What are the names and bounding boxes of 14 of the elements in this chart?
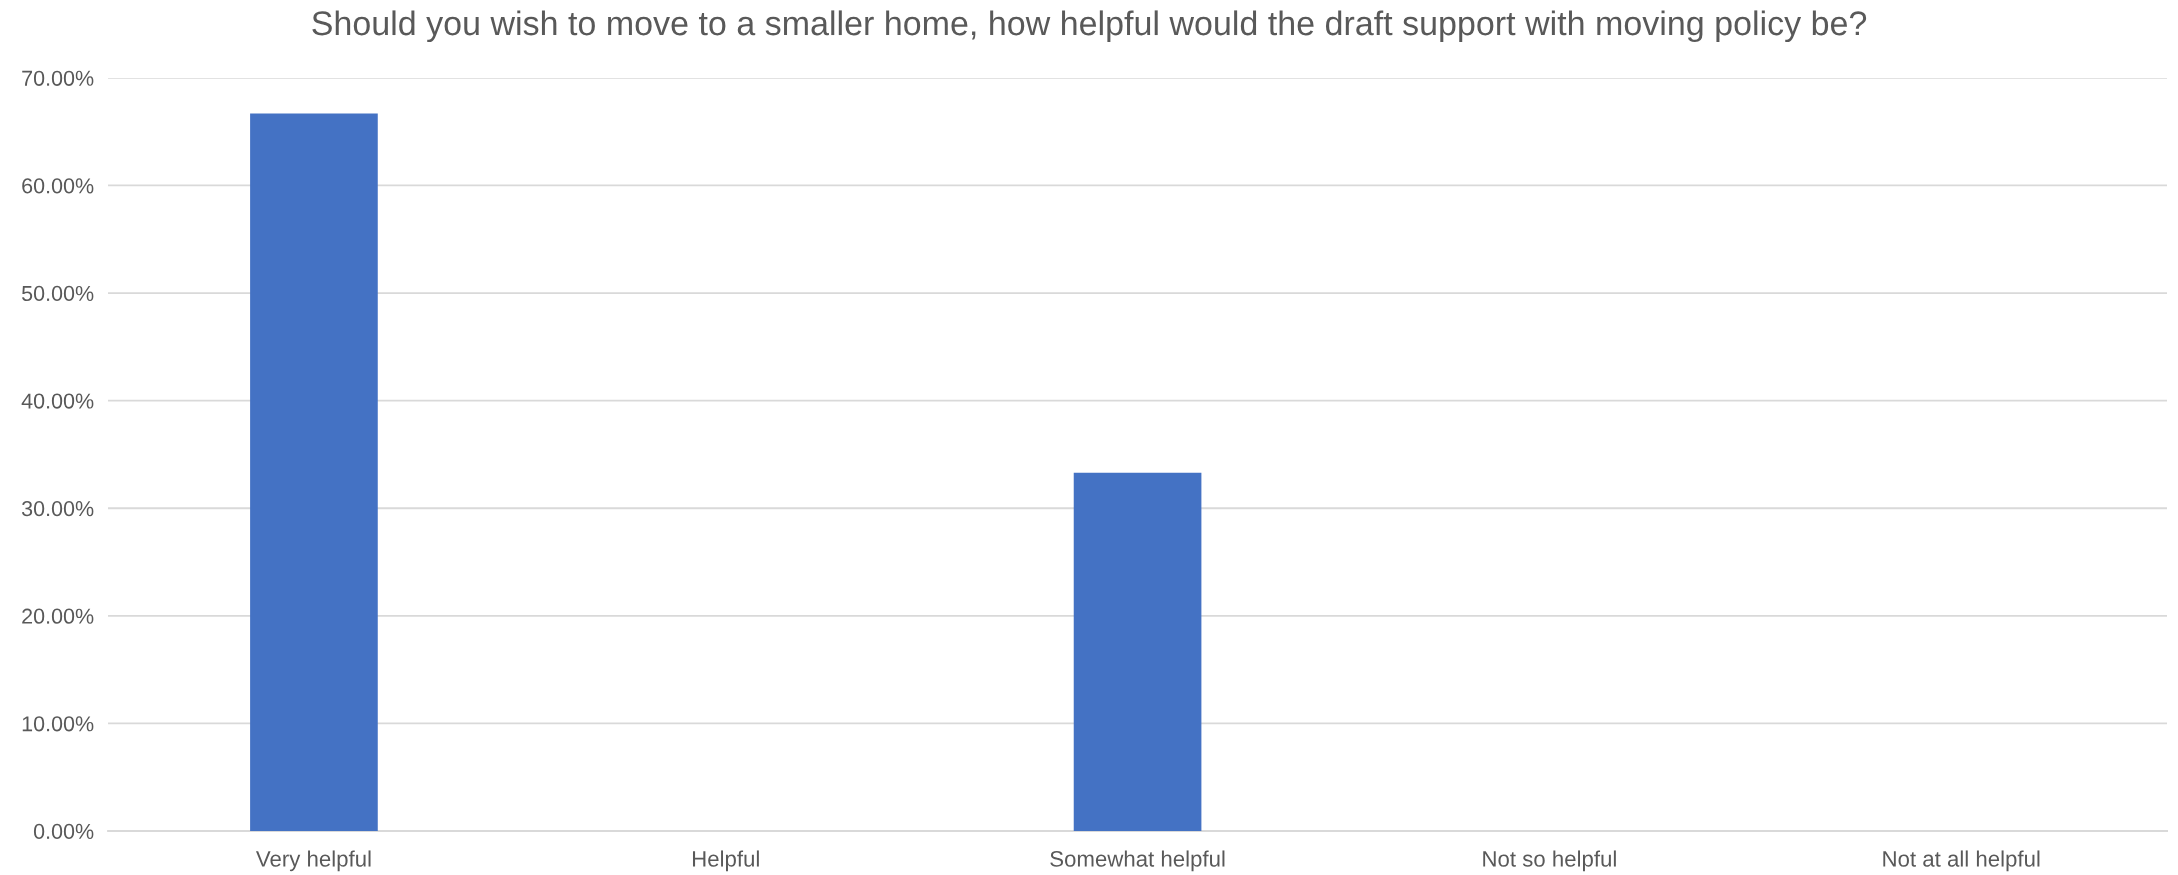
x-tick-label: Helpful [692, 850, 759, 872]
x-tick-label: Very helpful [255, 850, 371, 872]
x-tick-label: Somewhat helpful [1050, 850, 1225, 872]
x-tick-label: Not at all helpful [1883, 850, 2040, 872]
y-tick-label: 40.00% [21, 393, 94, 409]
y-tick-label: 30.00% [21, 500, 94, 517]
chart-title: Should you wish to move to a smaller home, how helpful would the draft support with moving policy be? [312, 10, 1867, 43]
y-tick-label: 50.00% [21, 285, 94, 302]
y-tick-label: 10.00% [22, 716, 94, 732]
y-tick-label: 20.00% [22, 608, 94, 624]
y-tick-label: 60.00% [22, 178, 94, 194]
y-tick-label: 70.00% [22, 70, 94, 86]
y-tick-label: 0.00% [33, 823, 94, 839]
x-tick-label: Not so helpful [1483, 850, 1616, 872]
